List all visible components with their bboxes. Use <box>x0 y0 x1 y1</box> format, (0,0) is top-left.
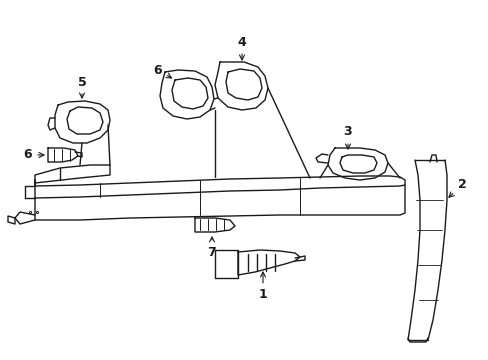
Text: 4: 4 <box>237 36 246 60</box>
Text: 6: 6 <box>153 63 171 78</box>
Text: 2: 2 <box>448 179 466 197</box>
Text: 7: 7 <box>207 237 216 258</box>
Text: 6: 6 <box>23 148 44 162</box>
Text: 5: 5 <box>78 76 86 98</box>
Text: 1: 1 <box>258 272 267 301</box>
Text: 3: 3 <box>343 126 351 149</box>
